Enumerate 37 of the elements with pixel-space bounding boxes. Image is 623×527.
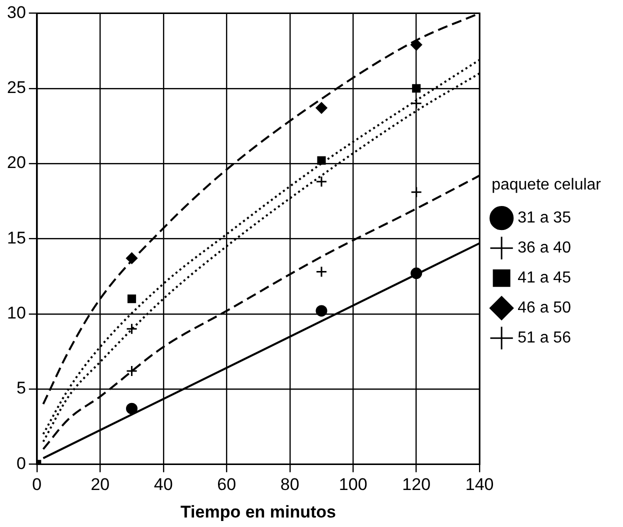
point (412, 84, 421, 93)
y-tick-label: 15 (6, 228, 26, 248)
point (410, 39, 422, 51)
x-tick-label: 140 (465, 475, 494, 494)
point (126, 252, 138, 264)
point (316, 305, 328, 317)
legend-label: 41 a 45 (518, 270, 572, 287)
y-tick-label: 20 (6, 153, 26, 172)
y-tick-label: 5 (16, 378, 26, 398)
x-tick-label: 40 (154, 475, 173, 494)
legend-label: 31 a 35 (518, 210, 572, 227)
point (316, 176, 328, 188)
x-tick-label: 20 (90, 475, 110, 494)
x-tick-label: 0 (32, 475, 42, 494)
point (127, 294, 136, 304)
point (410, 186, 422, 198)
x-tick-label: 100 (338, 475, 368, 494)
y-tick-label: 30 (6, 2, 26, 22)
x-axis-title: Tiempo en minutos (180, 502, 336, 522)
x-tick-label: 60 (217, 475, 236, 494)
legend-title: paquete celular (492, 176, 602, 194)
legend-label: 51 a 56 (518, 330, 572, 347)
y-tick-label: 25 (6, 78, 26, 98)
point (410, 98, 422, 110)
x-tick-label: 120 (402, 475, 431, 494)
point (317, 156, 326, 165)
y-tick-label: 0 (16, 454, 26, 473)
point (316, 102, 328, 114)
point (316, 266, 328, 278)
x-tick-label: 80 (280, 475, 300, 494)
point (126, 402, 138, 414)
y-tick-label: 10 (6, 304, 26, 323)
legend-label: 46 a 50 (518, 300, 572, 317)
point (126, 365, 138, 377)
point (126, 323, 138, 335)
point (410, 268, 422, 280)
legend-label: 36 a 40 (518, 240, 572, 257)
